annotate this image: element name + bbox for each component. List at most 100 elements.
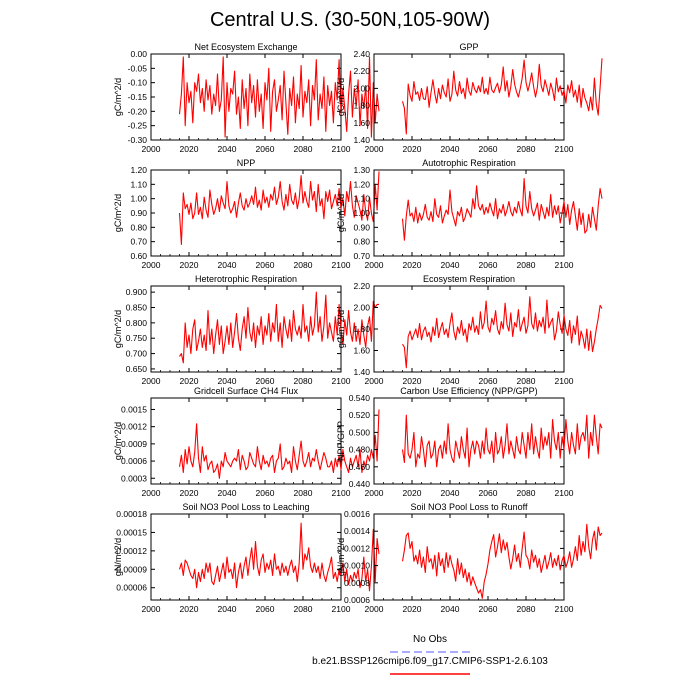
y-tick-label: 0.90 (353, 222, 370, 232)
y-tick-label: 0.00012 (116, 546, 147, 556)
x-tick-label: 2100 (555, 260, 574, 270)
y-tick-label: 0.650 (126, 364, 148, 374)
x-tick-label: 2020 (180, 376, 199, 386)
y-tick-label: 1.10 (130, 179, 147, 189)
x-tick-label: 2000 (365, 260, 384, 270)
panel-10: Soil NO3 Pool Loss to Runoff gN/m^2/d 2000… (336, 502, 603, 614)
y-tick-label: 1.60 (353, 118, 370, 128)
y-tick-label: 0.60 (130, 251, 147, 261)
series-line (401, 58, 603, 135)
x-tick-label: 2100 (555, 376, 574, 386)
y-tick-label: 0.0012 (344, 543, 370, 553)
x-tick-label: 2000 (142, 376, 161, 386)
panel-title: Ecosystem Respiration (423, 274, 515, 284)
y-tick-label: 0.900 (126, 287, 148, 297)
plot-frame (150, 285, 342, 373)
series-line (179, 291, 379, 364)
x-tick-label: 2060 (256, 488, 275, 498)
y-axis-label: gN/m^2/d (113, 538, 123, 576)
series-line (178, 522, 380, 592)
series-line (401, 414, 603, 468)
x-tick-label: 2020 (403, 260, 422, 270)
x-tick-label: 2060 (479, 376, 498, 386)
y-tick-label: 1.80 (353, 101, 370, 111)
x-tick-label: 2040 (218, 144, 237, 154)
y-tick-label: 0.00006 (116, 583, 147, 593)
x-tick-label: 2040 (218, 488, 237, 498)
panel-title: GPP (459, 42, 478, 52)
y-tick-label: 0.500 (349, 427, 371, 437)
figure-title: Central U.S. (30-50N,105-90W) (209, 9, 491, 31)
x-tick-label: 2100 (555, 488, 574, 498)
panel-title: Net Ecosystem Exchange (194, 42, 297, 52)
panel-7: Gridcell Surface CH4 Flux gC/m^2/d 2000 202… (113, 386, 380, 498)
x-tick-label: 2000 (142, 260, 161, 270)
y-tick-label: 0.00018 (116, 509, 147, 519)
x-tick-label: 2040 (441, 376, 460, 386)
x-tick-label: 2100 (332, 376, 351, 386)
x-tick-label: 2080 (517, 488, 536, 498)
y-tick-label: 0.0006 (344, 595, 370, 605)
x-tick-label: 2020 (180, 144, 199, 154)
y-tick-label: -0.20 (128, 106, 148, 116)
plot-frame (150, 397, 342, 485)
x-tick-label: 2000 (142, 144, 161, 154)
y-tick-label: 1.40 (353, 135, 370, 145)
y-axis-label: gN/m^2/d (336, 538, 346, 576)
panel-3: NPP gC/m^2/d 2000 2020 2040 2060 2080 2100 1.20 1… (113, 158, 380, 270)
y-tick-label: 1.00 (130, 194, 147, 204)
y-tick-label: 0.0012 (121, 422, 147, 432)
x-tick-label: 2080 (517, 144, 536, 154)
x-tick-label: 2080 (517, 604, 536, 614)
y-tick-label: 0.540 (349, 393, 371, 403)
x-tick-label: 2100 (332, 488, 351, 498)
x-tick-label: 2100 (332, 604, 351, 614)
x-tick-label: 2080 (294, 488, 313, 498)
y-tick-label: 2.20 (353, 281, 370, 291)
y-tick-label: 0.750 (126, 333, 148, 343)
x-tick-label: 2080 (517, 376, 536, 386)
y-tick-label: 0.0016 (344, 509, 370, 519)
x-tick-label: 2040 (441, 488, 460, 498)
panel-title: Carbon Use Efficiency (NPP/GPP) (400, 386, 537, 396)
y-tick-label: 0.0008 (344, 578, 370, 588)
y-tick-label: 1.20 (353, 179, 370, 189)
y-axis-label: gC/m^2/d (113, 422, 123, 460)
legend-obs-line-svg (390, 651, 470, 653)
panel-9: Soil NO3 Pool Loss to Leaching gN/m^2/d 20… (113, 502, 380, 614)
y-tick-label: 0.460 (349, 462, 371, 472)
y-tick-label: 2.20 (353, 66, 370, 76)
y-tick-label: 0.90 (130, 208, 147, 218)
x-tick-label: 2020 (403, 604, 422, 614)
x-tick-label: 2000 (365, 144, 384, 154)
y-tick-label: 0.480 (349, 445, 371, 455)
y-tick-label: -0.05 (128, 63, 148, 73)
x-tick-label: 2060 (256, 376, 275, 386)
x-tick-label: 2000 (365, 376, 384, 386)
x-tick-label: 2060 (256, 604, 275, 614)
y-axis-label: gC/m^2/d (336, 194, 346, 232)
x-tick-label: 2100 (555, 604, 574, 614)
y-tick-label: 0.80 (130, 222, 147, 232)
y-axis-label: gC/m^2/d (336, 310, 346, 348)
y-axis-label: gC/m^2/d (113, 78, 123, 116)
x-tick-label: 2100 (555, 144, 574, 154)
panel-title: Soil NO3 Pool Loss to Leaching (182, 502, 309, 512)
plot-frame (373, 285, 565, 373)
series-line (178, 56, 380, 138)
x-tick-label: 2080 (517, 260, 536, 270)
y-tick-label: -0.25 (128, 121, 148, 131)
y-tick-label: -0.10 (128, 78, 148, 88)
panel-6: Ecosystem Respiration gC/m^2/d 2000 2020 204… (336, 274, 603, 386)
y-axis-label: gC/m^2/d (113, 310, 123, 348)
x-tick-label: 2060 (256, 144, 275, 154)
y-tick-label: 1.10 (353, 194, 370, 204)
y-tick-label: -0.30 (128, 135, 148, 145)
panel-title: Heterotrophic Respiration (195, 274, 297, 284)
x-tick-label: 2000 (365, 488, 384, 498)
y-tick-label: 0.70 (130, 237, 147, 247)
y-tick-label: 0.440 (349, 479, 371, 489)
legend-obs-label: No Obs (413, 634, 447, 645)
x-tick-label: 2100 (332, 260, 351, 270)
